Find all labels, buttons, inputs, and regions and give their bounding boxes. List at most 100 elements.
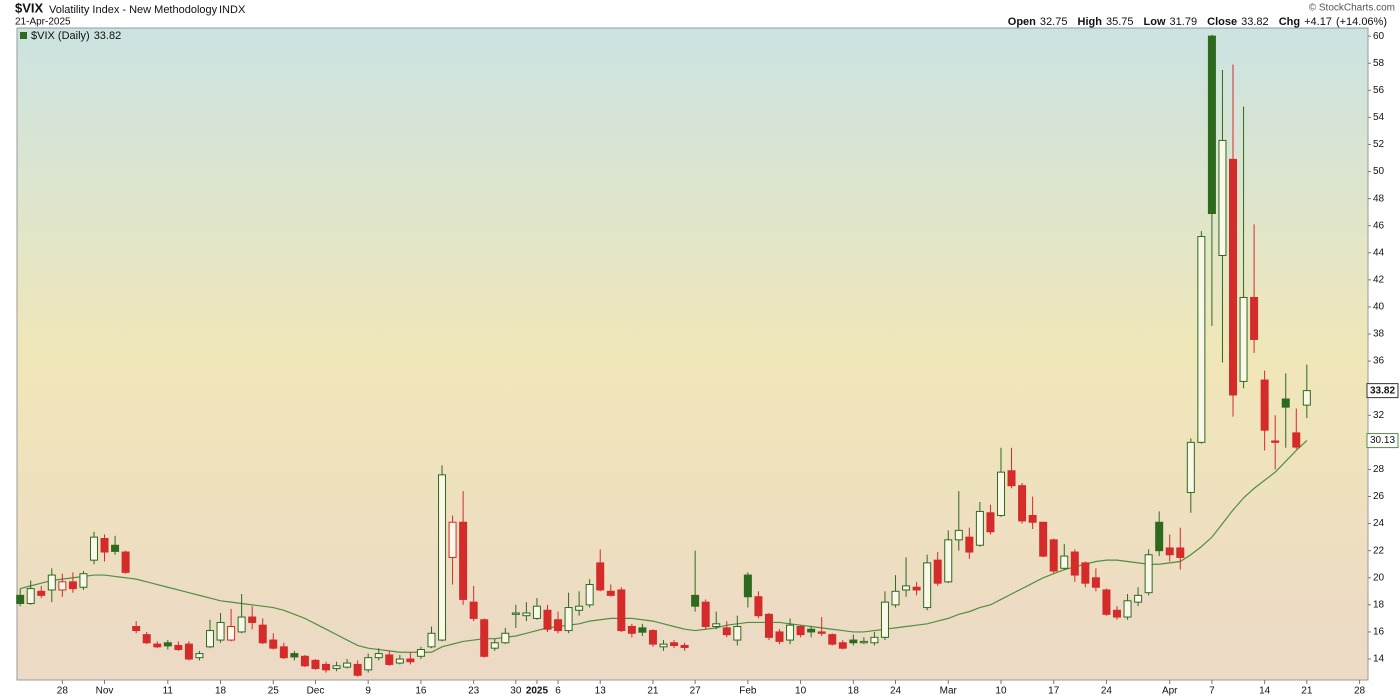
candle-body [596,562,605,591]
legend-label: $VIX (Daily) 33.82 [31,30,121,42]
low-value: 31.79 [1170,16,1198,28]
y-tick-label: 58 [1373,58,1385,69]
candle-body [807,628,816,633]
candle-body [743,574,752,598]
candle-body [1091,577,1100,588]
change-value: +4.17 [1304,16,1332,28]
candle-body [16,594,25,604]
candle-body [1155,521,1164,552]
candle-body [26,588,35,604]
candle-body [184,643,193,660]
x-tick-label: 18 [215,686,227,697]
candle-body [353,663,362,676]
candle-body [1123,600,1132,618]
candle-body [796,626,805,636]
candle-body [1081,562,1090,584]
candle-body [764,613,773,638]
candle-body [1186,441,1195,493]
x-tick-label: 28 [57,686,69,697]
candle-body [290,653,299,658]
y-tick-label: 60 [1373,31,1385,42]
y-tick-label: 48 [1373,193,1385,204]
candle-body [174,644,183,651]
y-tick-label: 50 [1373,166,1385,177]
candle-body [722,627,731,636]
chart-title: Volatility Index - New Methodology [49,4,218,16]
moving-average [20,440,1308,653]
candle-body [944,539,953,583]
candle-body [1112,609,1121,618]
candle-body [691,594,700,607]
candle-body [701,601,710,628]
close-price-box [1366,383,1399,399]
open-value: 32.75 [1040,16,1068,28]
x-tick-label: 7 [1209,686,1215,697]
close-price-box-label: 33.82 [1370,385,1395,396]
candle-body [406,658,415,663]
x-tick-label: Apr [1162,686,1178,697]
candle-body [480,619,489,657]
date: 21-Apr-2025 [15,17,71,28]
candle-body [923,562,932,609]
ma-price-box [1366,433,1399,449]
x-tick-label: 11 [163,686,174,697]
candle-body [1292,432,1301,448]
candle-body [511,612,520,615]
candle-body [965,536,974,553]
candle-body [954,529,963,541]
x-tick-label: Feb [739,686,757,697]
candle-body [1028,514,1037,523]
exchange: INDX [219,4,246,16]
candle-body [1302,390,1311,406]
x-tick-label: 14 [1259,686,1271,697]
x-tick-label: 24 [1101,686,1113,697]
x-tick-label: 21 [1301,686,1313,697]
candle-body [311,659,320,669]
change-pct: (+14.06%) [1336,16,1387,28]
y-tick-label: 18 [1373,599,1385,610]
candle-body [1165,547,1174,556]
candle-body [163,642,172,647]
x-tick-label: 10 [995,686,1007,697]
plot-area [16,27,1369,681]
x-tick-label: Nov [96,686,114,697]
candle-body [986,512,995,533]
candle-body [47,574,56,591]
candle-body [1102,589,1111,615]
x-tick-label: 28 [1354,686,1366,697]
y-tick-label: 26 [1373,491,1385,502]
x-tick-label: 23 [468,686,480,697]
candle-body [111,544,120,552]
x-tick-label: 6 [555,686,561,697]
candle-body [880,601,889,638]
ma-price-box-label: 30.13 [1370,435,1395,446]
candle-body [648,630,657,645]
high-value: 35.75 [1106,16,1134,28]
close-value: 33.82 [1241,16,1269,28]
candle-body [838,642,847,649]
candle-body [416,649,425,657]
y-tick-label: 54 [1373,112,1385,123]
candle-body [522,612,531,617]
x-tick-label: 10 [795,686,807,697]
high-label: High [1078,16,1103,28]
candle-body [1229,158,1238,396]
candle-body [1218,139,1227,256]
candle-body [1271,440,1280,443]
candle-body [1070,551,1079,576]
x-tick-label: 16 [415,686,427,697]
y-tick-label: 40 [1373,302,1385,313]
candle-body [902,585,911,591]
candle-body [870,636,879,644]
candle-body [627,626,636,634]
candle-body [364,657,373,671]
y-tick-label: 32 [1373,410,1385,421]
x-tick-label: 25 [268,686,280,697]
candle-body [258,624,267,644]
candle-body [638,627,647,633]
candle-body [237,616,246,633]
candle-body [1281,398,1290,408]
candle-body [532,605,541,619]
candle-body [501,632,510,644]
